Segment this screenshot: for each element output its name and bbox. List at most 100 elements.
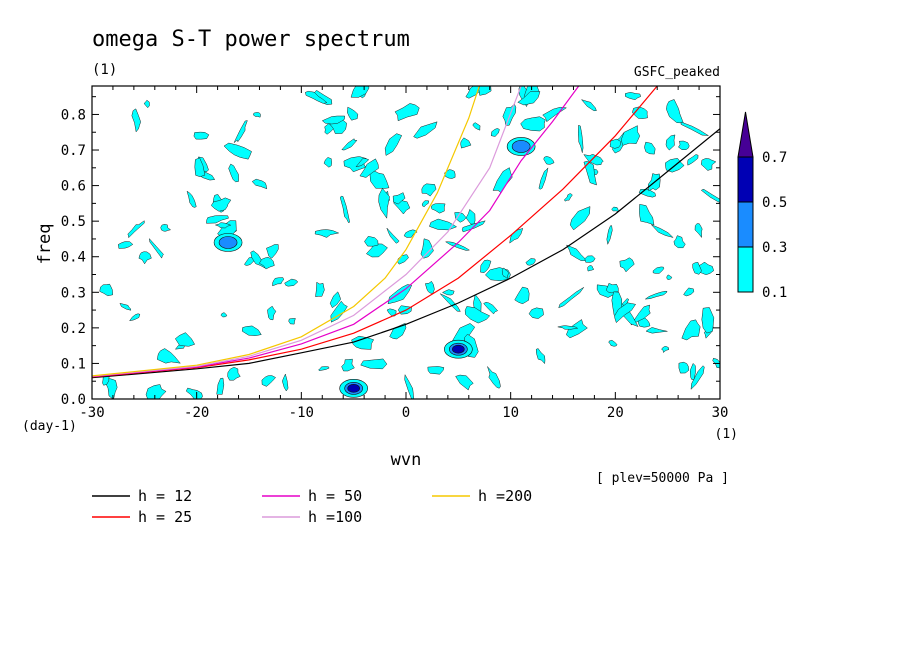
y-tick-label: 0.3 (61, 285, 86, 301)
noise-contour (569, 206, 591, 231)
noise-contour (472, 122, 481, 131)
noise-contour (620, 125, 641, 146)
noise-contour (608, 339, 618, 347)
colorbar: 0.1 0.3 0.5 0.7 (737, 111, 787, 301)
noise-contour (465, 208, 476, 225)
noise-contour (364, 236, 379, 247)
noise-contour (583, 160, 597, 186)
noise-contour (609, 138, 621, 149)
x-unit-label: (1) (715, 427, 738, 442)
noise-contour (538, 167, 549, 190)
colorbar-swatch (737, 246, 754, 293)
noise-contour (389, 322, 407, 340)
noise-contour (605, 282, 619, 294)
noise-contour (206, 215, 229, 224)
noise-contour (439, 293, 461, 312)
noise-contour (424, 280, 435, 294)
noise-contour (350, 86, 370, 98)
noise-contour (535, 348, 546, 365)
y-tick-label: 0.0 (61, 392, 86, 408)
colorbar-swatch (737, 201, 754, 248)
noise-contour (233, 120, 248, 143)
contour-peak-layer (213, 137, 536, 398)
noise-contour (355, 158, 370, 168)
noise-contour (517, 91, 541, 106)
noise-contour (341, 358, 355, 372)
noise-contour (186, 190, 197, 208)
axes: -30 -20 -10 0 10 20 30 0.0 0.1 0.2 0.3 0.4 0.5 0.6 0.7… (61, 86, 728, 421)
y-tick-label: 0.8 (61, 107, 86, 123)
noise-contour (701, 307, 715, 334)
noise-contour (692, 262, 702, 275)
noise-contour (284, 278, 299, 287)
noise-contour (117, 241, 134, 249)
dispersion-curve (92, 128, 720, 379)
noise-contour (683, 287, 695, 297)
noise-contour (386, 308, 397, 317)
noise-contour (329, 291, 341, 309)
noise-contour (148, 237, 164, 259)
noise-contour (261, 375, 277, 387)
dispersion-curves (92, 86, 720, 379)
noise-contour (455, 374, 474, 391)
noise-contour (99, 283, 113, 297)
noise-contour (557, 325, 579, 330)
colorbar-label: 0.5 (762, 195, 787, 211)
noise-contour (216, 377, 225, 395)
noise-contour (413, 121, 438, 139)
x-axis-label: wvn (391, 450, 422, 470)
noise-contour (127, 220, 145, 239)
noise-contour (700, 158, 717, 171)
noise-contour (680, 121, 709, 136)
colorbar-label: 0.7 (762, 150, 787, 166)
noise-contour (314, 229, 340, 238)
noise-contour (359, 158, 379, 178)
noise-contour (583, 154, 604, 166)
dispersion-curve (92, 86, 522, 377)
noise-contour (694, 223, 703, 239)
x-tick-label: -10 (289, 405, 314, 421)
noise-contour (360, 358, 388, 370)
noise-contour (580, 99, 597, 112)
noise-contour (520, 116, 546, 132)
noise-contour (490, 128, 500, 137)
noise-contour (502, 103, 517, 126)
noise-contour (288, 318, 296, 325)
noise-contour (394, 103, 420, 122)
noise-contour (564, 193, 573, 202)
noise-contour (558, 287, 585, 309)
noise-contour (587, 265, 595, 272)
peak-contour (452, 344, 465, 354)
noise-contour (464, 306, 491, 324)
noise-contour (228, 163, 239, 183)
y-unit-label: (day-1) (22, 419, 77, 434)
noise-contour (514, 286, 530, 305)
legend-label: h =200 (478, 487, 532, 505)
colorbar-label: 0.3 (762, 240, 787, 256)
noise-contour (630, 304, 651, 326)
x-tick-label: 10 (502, 405, 519, 421)
chart-subtitle: (1) (92, 62, 117, 78)
noise-contour (160, 224, 172, 232)
noise-contour (392, 192, 406, 205)
noise-contour (465, 86, 482, 99)
noise-contour (241, 325, 262, 336)
noise-contour (687, 154, 699, 166)
noise-contour (543, 156, 555, 165)
y-axis-label: freq (35, 224, 55, 265)
peak-contour (347, 384, 360, 393)
noise-contour (323, 157, 332, 168)
noise-contour (666, 99, 684, 124)
dispersion-curve (92, 86, 480, 377)
noise-contour (509, 228, 524, 244)
noise-contour (487, 366, 501, 389)
noise-contour (145, 384, 167, 399)
noise-contour (444, 241, 471, 251)
noise-contour (315, 281, 325, 297)
noise-contour (689, 362, 696, 380)
legend-label: h = 25 (138, 508, 192, 526)
noise-contour (220, 312, 228, 318)
x-tick-label: -30 (79, 405, 104, 421)
y-tick-label: 0.1 (61, 356, 86, 372)
